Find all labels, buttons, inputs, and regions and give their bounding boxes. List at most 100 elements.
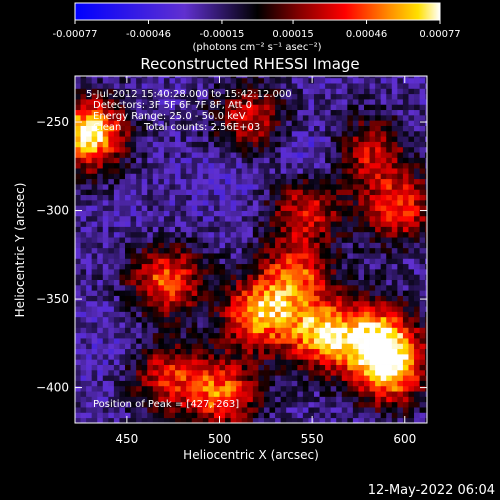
heatmap-cell [275,162,282,169]
heatmap-cell [375,76,382,79]
heatmap-cell [125,120,131,126]
heatmap-cell [119,391,126,397]
heatmap-cell [130,242,137,249]
heatmap-cell [197,104,204,111]
heatmap-cell [102,77,109,84]
heatmap-cell [352,268,359,275]
heatmap-cell [369,412,376,419]
heatmap-cell [380,77,387,84]
heatmap-cell [302,114,309,121]
heatmap-cell [313,231,320,238]
heatmap-cell [269,369,276,376]
heatmap-cell [258,221,265,227]
heatmap-cell [241,215,248,222]
heatmap-cell [169,76,176,79]
heatmap-cell [208,109,215,116]
heatmap-cell [325,385,332,392]
heatmap-cell [325,221,332,227]
heatmap-cell [258,380,265,387]
heatmap-cell [364,284,370,291]
heatmap-cell [258,311,265,318]
heatmap-cell [241,364,248,371]
heatmap-cell [219,274,226,280]
heatmap-cell [275,242,282,249]
heatmap-cell [113,332,120,339]
heatmap-cell [97,385,104,392]
heatmap-cell [280,322,287,328]
heatmap-cell [408,412,415,419]
heatmap-cell [275,258,282,265]
heatmap-cell [252,353,259,360]
heatmap-cell [186,189,193,196]
heatmap-cell [136,231,143,238]
heatmap-cell [175,385,181,392]
heatmap-cell [191,226,198,233]
heatmap-cell [325,348,332,355]
heatmap-cell [369,311,376,318]
heatmap-cell [191,104,198,111]
heatmap-cell [158,183,165,190]
heatmap-cell [369,178,376,185]
heatmap-cell [364,93,370,100]
heatmap-cell [141,210,148,217]
heatmap-cell [369,417,376,423]
heatmap-cell [280,242,287,249]
heatmap-cell [197,99,204,105]
heatmap-cell [102,375,109,381]
heatmap-cell [402,205,409,211]
heatmap-cell [130,178,137,185]
heatmap-cell [263,316,270,323]
heatmap-cell [236,353,243,360]
heatmap-cell [91,322,98,328]
heatmap-cell [91,77,98,84]
heatmap-cell [202,306,209,312]
heatmap-cell [86,183,93,190]
heatmap-cell [286,396,293,403]
heatmap-cell [175,168,181,174]
heatmap-cell [230,157,237,164]
heatmap-cell [319,322,326,328]
heatmap-cell [202,199,209,206]
heatmap-cell [375,279,382,286]
heatmap-cell [319,353,326,360]
heatmap-cell [86,353,93,360]
heatmap-cell [358,253,365,259]
heatmap-cell [163,359,170,365]
heatmap-cell [75,125,81,132]
heatmap-cell [252,396,259,403]
heatmap-cell [236,401,243,408]
heatmap-cell [308,279,315,286]
heatmap-cell [152,125,159,132]
heatmap-cell [130,141,137,148]
heatmap-cell [102,221,109,227]
heatmap-cell [141,109,148,116]
heatmap-cell [147,173,154,180]
heatmap-cell [269,77,276,84]
heatmap-cell [308,327,315,334]
heatmap-cell [375,268,382,275]
heatmap-cell [191,407,198,413]
heatmap-cell [97,417,104,423]
heatmap-cell [352,183,359,190]
heatmap-cell [364,401,370,408]
heatmap-cell [397,104,404,111]
heatmap-cell [147,231,154,238]
heatmap-cell [202,316,209,323]
heatmap-cell [102,332,109,339]
heatmap-cell [352,226,359,233]
heatmap-cell [408,311,415,318]
heatmap-cell [91,327,98,334]
heatmap-cell [197,199,204,206]
heatmap-cell [252,343,259,350]
heatmap-cell [208,407,215,413]
heatmap-cell [158,226,165,233]
heatmap-cell [325,83,332,89]
heatmap-cell [347,93,354,100]
heatmap-cell [152,300,159,307]
heatmap-cell [152,77,159,84]
heatmap-cell [158,343,165,350]
heatmap-cell [158,125,165,132]
heatmap-cell [347,290,354,296]
heatmap-cell [175,210,181,217]
heatmap-cell [247,290,254,296]
